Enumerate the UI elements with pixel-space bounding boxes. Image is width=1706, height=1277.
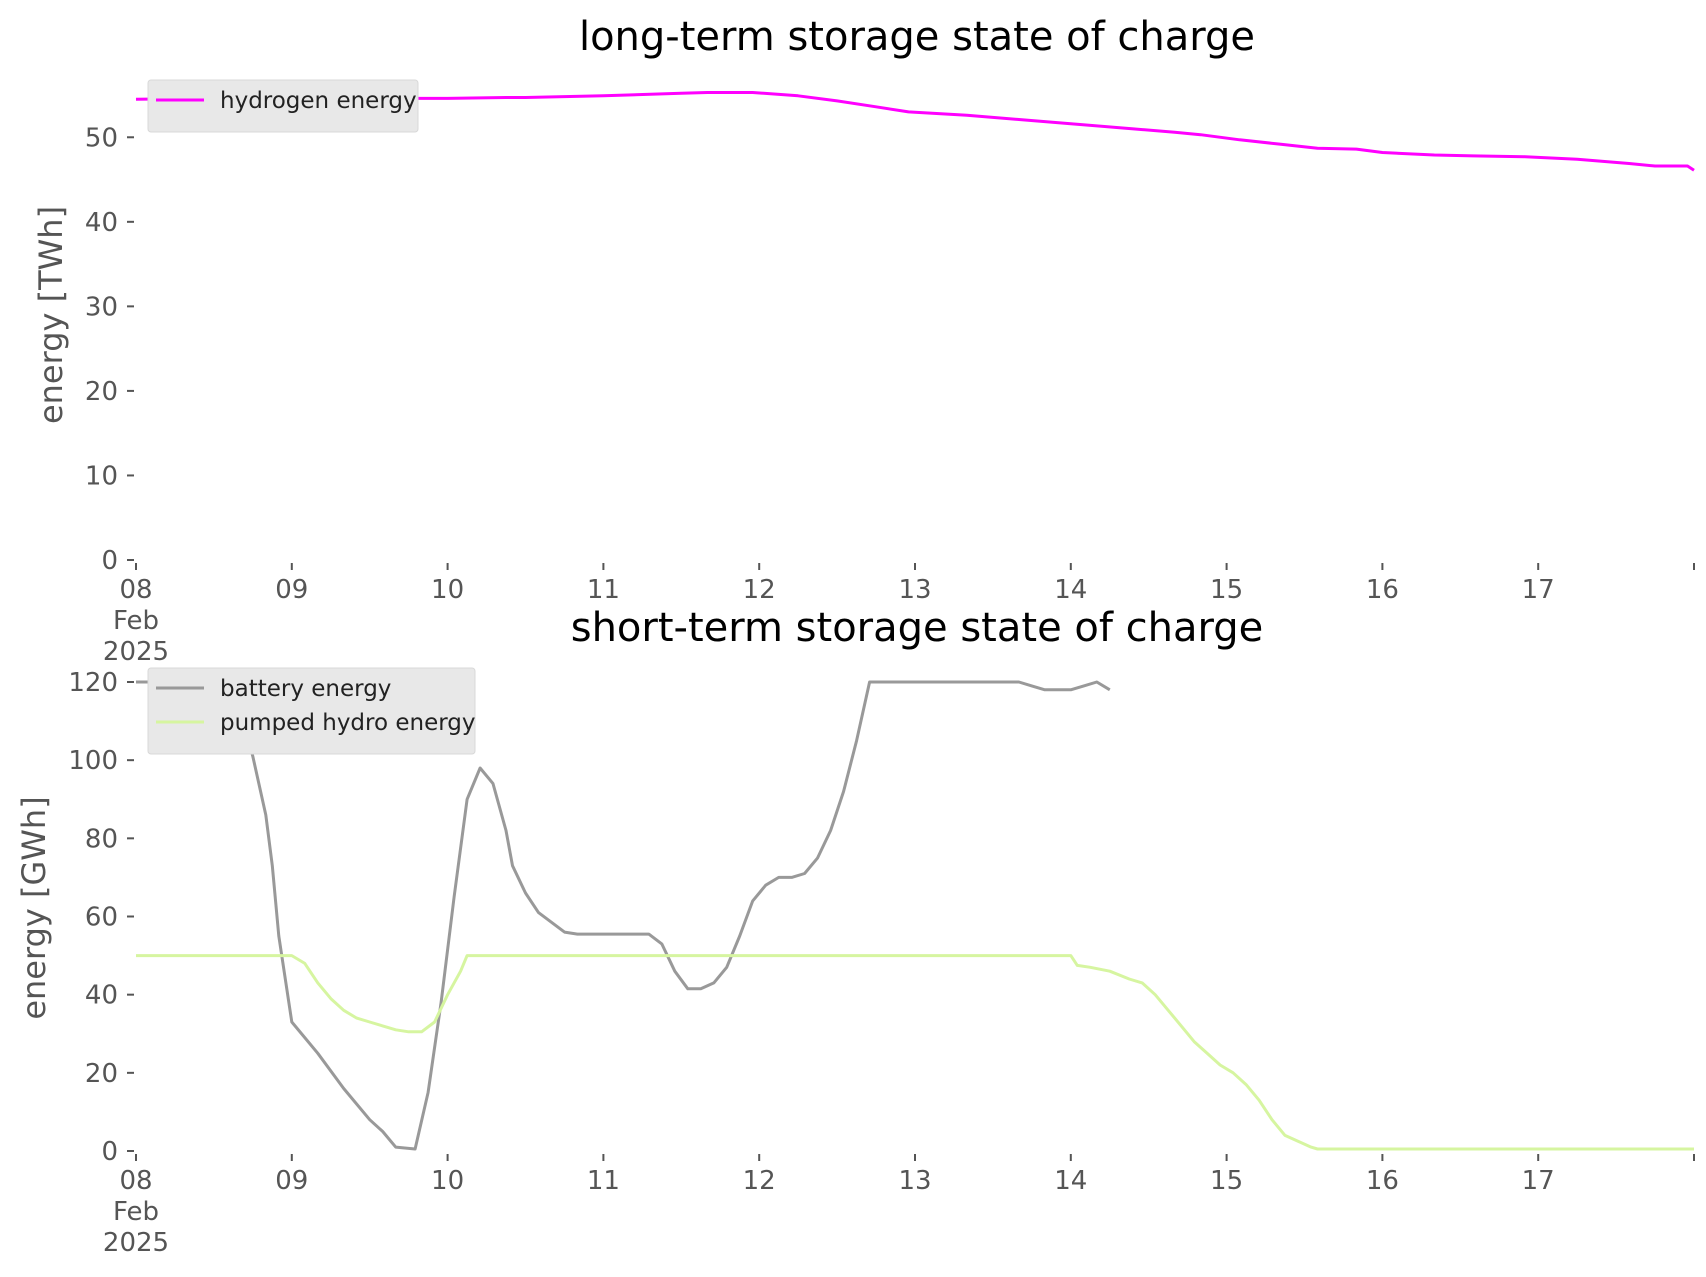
y-axis-label: energy [TWh]	[32, 206, 70, 424]
legend-box	[147, 667, 476, 755]
y-tick-label: 80	[85, 824, 118, 854]
y-tick-label: 0	[101, 1137, 118, 1167]
legend: hydrogen energy	[147, 79, 419, 133]
x-tick-label: 10	[431, 575, 464, 605]
series-line-hydrogen-energy	[135, 91, 1695, 172]
x-tick-label: 13	[898, 575, 931, 605]
y-axis: 0 10 20 30 40 50	[85, 123, 134, 576]
x-tick-label: Feb	[113, 1197, 159, 1227]
x-tick-label: 16	[1366, 1166, 1399, 1196]
x-tick-label: 2025	[103, 1228, 169, 1258]
x-tick-label: 09	[275, 575, 308, 605]
series-line-battery-energy	[136, 680, 1111, 1151]
y-tick-label: 20	[85, 377, 118, 407]
y-tick-label: 120	[68, 668, 118, 698]
x-tick-label: 12	[743, 1166, 776, 1196]
x-tick-label: 17	[1522, 1166, 1555, 1196]
y-tick-label: 0	[101, 546, 118, 576]
x-tick-label: 15	[1210, 1166, 1243, 1196]
x-tick-label: 11	[587, 1166, 620, 1196]
chart-title: short-term storage state of charge	[571, 605, 1264, 651]
x-tick-label: 16	[1366, 575, 1399, 605]
y-tick-label: 10	[85, 461, 118, 491]
x-tick-label: 08	[119, 1166, 152, 1196]
y-tick-label: 40	[85, 208, 118, 238]
x-tick-label: 14	[1054, 1166, 1087, 1196]
short-term-storage-chart: short-term storage state of charge energ…	[15, 605, 1695, 1258]
legend: battery energy pumped hydro energy	[147, 667, 476, 755]
y-tick-label: 60	[85, 903, 118, 933]
long-term-storage-chart: long-term storage state of charge energy…	[32, 14, 1695, 667]
y-tick-label: 40	[85, 981, 118, 1011]
x-tick-label: 13	[898, 1166, 931, 1196]
y-axis: 0 20 40 60 80 100 120	[68, 668, 134, 1167]
y-tick-label: 20	[85, 1059, 118, 1089]
x-tick-label: 11	[587, 575, 620, 605]
series-group	[135, 91, 1695, 172]
legend-box	[147, 79, 419, 133]
x-tick-label: 12	[743, 575, 776, 605]
x-tick-label: 15	[1210, 575, 1243, 605]
legend-label: hydrogen energy	[220, 88, 417, 114]
x-tick-label: 10	[431, 1166, 464, 1196]
y-tick-label: 30	[85, 292, 118, 322]
series-line-pumped-hydro-energy	[136, 954, 1694, 1151]
chart-title: long-term storage state of charge	[579, 14, 1255, 60]
x-tick-label: 08	[119, 575, 152, 605]
x-tick-label: 2025	[103, 637, 169, 667]
x-tick-label: 17	[1522, 575, 1555, 605]
x-tick-label: Feb	[113, 606, 159, 636]
y-axis-label: energy [GWh]	[15, 796, 53, 1019]
y-tick-label: 100	[68, 746, 118, 776]
legend-label: battery energy	[220, 676, 391, 702]
y-tick-label: 50	[85, 123, 118, 153]
series-group	[136, 680, 1694, 1151]
x-tick-label: 09	[275, 1166, 308, 1196]
x-tick-label: 14	[1054, 575, 1087, 605]
legend-label: pumped hydro energy	[220, 710, 476, 736]
